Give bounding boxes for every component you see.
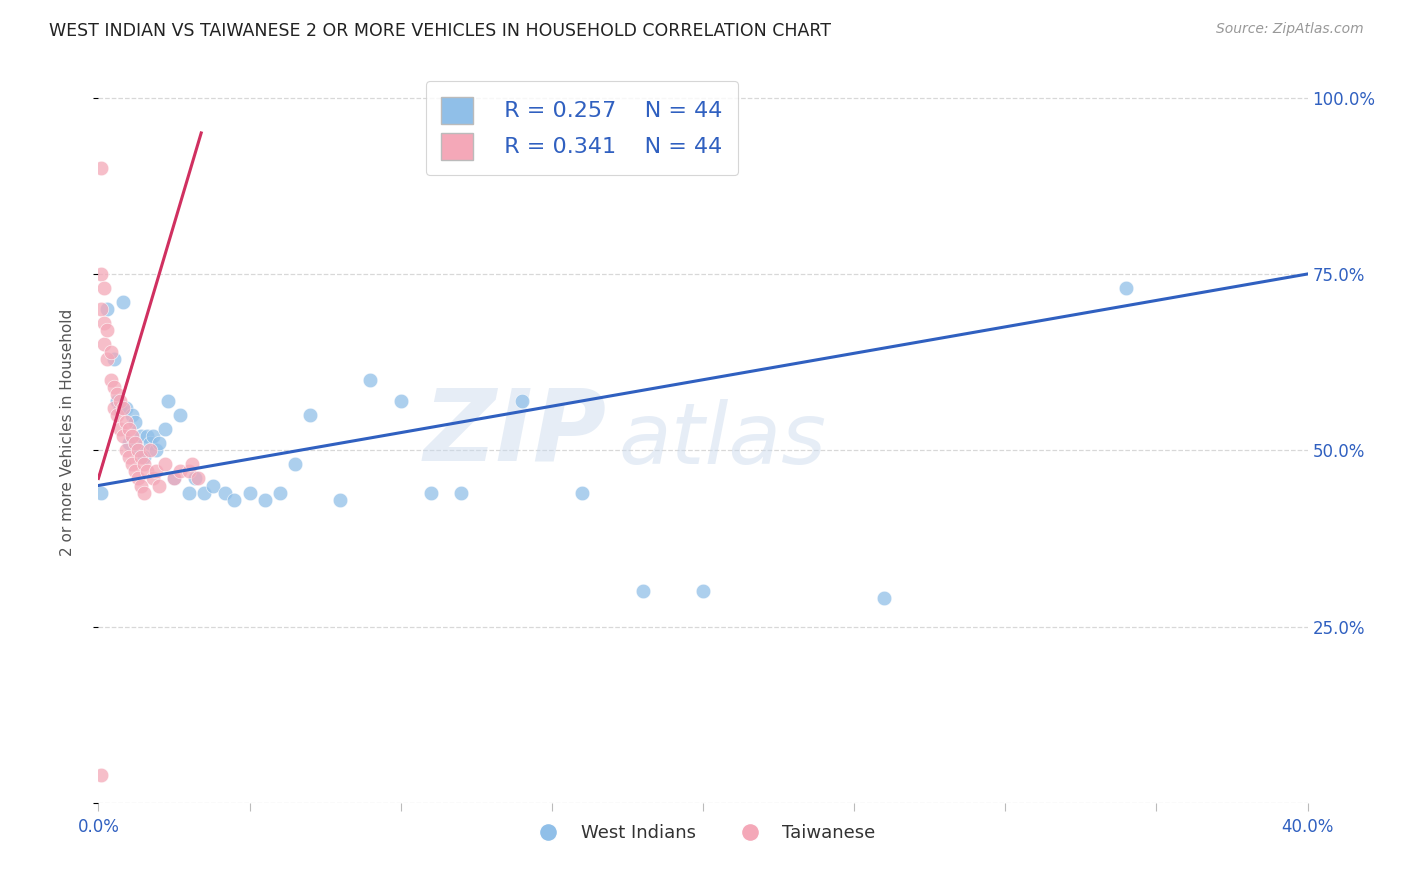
Point [193,485,215,500]
Point [135,464,157,478]
Point [105,393,128,408]
Point [118,436,141,450]
Point [139,436,162,450]
Point [202,478,225,492]
Point [105,408,128,422]
Legend: West Indians, Taiwanese: West Indians, Taiwanese [523,817,883,849]
Point [132,450,155,465]
Y-axis label: 2 or more Vehicles in Household: 2 or more Vehicles in Household [60,309,75,557]
Point [510,393,533,408]
Text: atlas: atlas [619,399,827,482]
Point [224,492,246,507]
Point [96,323,118,337]
Point [127,443,149,458]
Point [93,337,115,351]
Point [179,464,201,478]
Point [108,401,131,415]
Point [148,478,170,492]
Point [114,443,136,458]
Point [389,393,412,408]
Point [187,471,209,485]
Point [169,408,191,422]
Point [129,450,152,465]
Point [153,458,176,472]
Point [103,401,125,415]
Text: ZIP: ZIP [423,384,606,481]
Point [118,422,141,436]
Text: Source: ZipAtlas.com: Source: ZipAtlas.com [1216,22,1364,37]
Point [129,429,152,443]
Point [103,380,125,394]
Point [124,464,146,478]
Point [111,429,134,443]
Point [90,767,112,781]
Point [108,422,131,436]
Point [105,387,128,401]
Point [111,401,134,415]
Point [163,471,186,485]
Point [90,267,112,281]
Point [181,458,204,472]
Point [100,373,122,387]
Point [142,429,165,443]
Point [103,351,125,366]
Point [299,408,322,422]
Point [145,443,167,458]
Point [132,485,155,500]
Point [90,161,112,176]
Point [148,436,170,450]
Point [269,485,291,500]
Point [114,401,136,415]
Point [873,591,896,606]
Point [124,415,146,429]
Point [96,302,118,317]
Point [93,281,115,295]
Point [114,415,136,429]
Point [121,408,143,422]
Point [142,471,165,485]
Point [450,485,472,500]
Point [129,478,152,492]
Text: WEST INDIAN VS TAIWANESE 2 OR MORE VEHICLES IN HOUSEHOLD CORRELATION CHART: WEST INDIAN VS TAIWANESE 2 OR MORE VEHIC… [49,22,831,40]
Point [571,485,593,500]
Point [121,429,143,443]
Point [153,422,176,436]
Point [420,485,443,500]
Point [179,485,201,500]
Point [124,436,146,450]
Point [239,485,262,500]
Point [284,458,307,472]
Point [108,393,131,408]
Point [132,458,155,472]
Point [631,584,654,599]
Point [184,471,207,485]
Point [692,584,714,599]
Point [111,295,134,310]
Point [93,316,115,330]
Point [163,471,186,485]
Point [127,443,149,458]
Point [214,485,236,500]
Point [90,302,112,317]
Point [118,450,141,465]
Point [96,351,118,366]
Point [253,492,276,507]
Point [139,443,162,458]
Point [135,429,157,443]
Point [360,373,382,387]
Point [100,344,122,359]
Point [169,464,191,478]
Point [121,458,143,472]
Point [90,485,112,500]
Point [127,471,149,485]
Point [145,464,167,478]
Point [329,492,352,507]
Point [1115,281,1137,295]
Point [156,393,179,408]
